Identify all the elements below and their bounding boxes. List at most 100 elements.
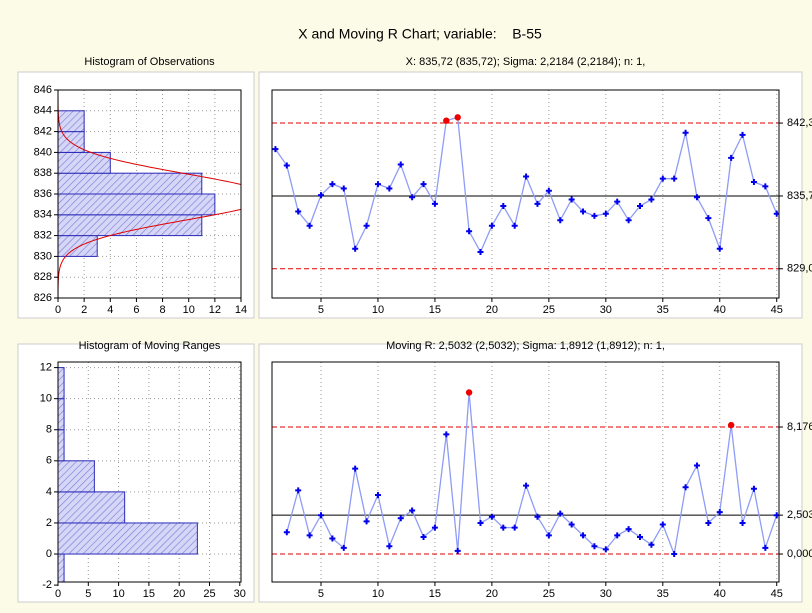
point [693,194,700,201]
point [340,185,347,192]
bar [58,110,85,133]
bar [58,172,203,195]
point [329,181,336,188]
point [614,198,621,205]
point [511,524,518,531]
point [500,524,507,531]
point [352,465,359,472]
x-tick-label: 5 [85,588,91,600]
x-tick-label: 30 [234,588,246,600]
x-tick-label: 35 [657,588,669,600]
point [374,181,381,188]
x-tick-label: 15 [429,588,441,600]
point [409,507,416,514]
point [671,551,678,558]
x-tick-label: 6 [133,304,139,316]
y-tick-label: 842 [34,126,52,138]
bar [58,398,65,431]
x-tick-label: 30 [600,588,612,600]
point [363,222,370,229]
point [568,196,575,203]
x-tick-label: 10 [112,588,124,600]
point [317,512,324,519]
point [500,203,507,210]
panel-title: Histogram of Moving Ranges [79,340,221,352]
x-tick-label: 15 [143,588,155,600]
point [716,245,723,252]
point [488,222,495,229]
point [283,529,290,536]
y-tick-label: 2,5032 [787,509,812,521]
point [397,515,404,522]
panel-title: Histogram of Observations [84,56,215,68]
plot-frame [271,361,780,583]
plot [272,362,779,582]
point [591,543,598,550]
point [750,178,757,185]
x-tick-label: 25 [543,588,555,600]
point [557,510,564,517]
point [716,509,723,516]
point [750,485,757,492]
panel-title: X: 835,72 (835,72); Sigma: 2,2184 (2,218… [406,56,646,68]
point [591,212,598,219]
point [557,217,564,224]
point [625,217,632,224]
point [283,162,290,169]
y-tick-label: 838 [34,167,52,179]
point [671,175,678,182]
y-tick-label: 10 [40,393,52,405]
point [386,185,393,192]
x-tick-label: 0 [55,304,61,316]
point [272,146,279,153]
y-tick-label: 2 [46,517,52,529]
point [739,519,746,526]
x-tick-label: 20 [173,588,185,600]
point [705,519,712,526]
point [363,518,370,525]
x-tick-label: 40 [714,588,726,600]
point [580,532,587,539]
point [693,462,700,469]
plot [58,90,241,298]
y-tick-label: -2 [42,579,52,591]
point [614,532,621,539]
x-tick-label: 20 [486,304,498,316]
y-tick-label: 835,72 [787,190,812,202]
out-of-control-point [465,389,473,396]
x-tick-label: 14 [235,304,247,316]
x-tick-label: 5 [318,304,324,316]
point [568,521,575,528]
bar [58,235,98,257]
x-tick-label: 45 [771,588,783,600]
x-tick-label: 10 [372,304,384,316]
plot-frame [57,89,242,299]
point [580,208,587,215]
x-tick-label: 8 [160,304,166,316]
out-of-control-point [454,114,461,121]
bar [58,367,65,400]
point [454,547,461,554]
point [397,161,404,168]
y-tick-label: 829,07 [787,263,812,275]
bar [58,429,65,462]
point [534,200,541,207]
plot [272,90,779,298]
point [488,513,495,520]
y-tick-label: 846 [34,84,52,96]
point [762,544,769,551]
point [728,154,735,161]
bar [58,151,111,174]
panel-bg [258,343,803,603]
x-tick-label: 35 [657,304,669,316]
bar [58,491,126,524]
point [352,245,359,252]
panel-bg [258,71,803,319]
panel-title: Moving R: 2,5032 (2,5032); Sigma: 1,8912… [386,340,665,352]
point [431,200,438,207]
point [295,487,302,494]
y-tick-label: 834 [34,209,52,221]
x-tick-label: 25 [203,588,215,600]
point [477,519,484,526]
